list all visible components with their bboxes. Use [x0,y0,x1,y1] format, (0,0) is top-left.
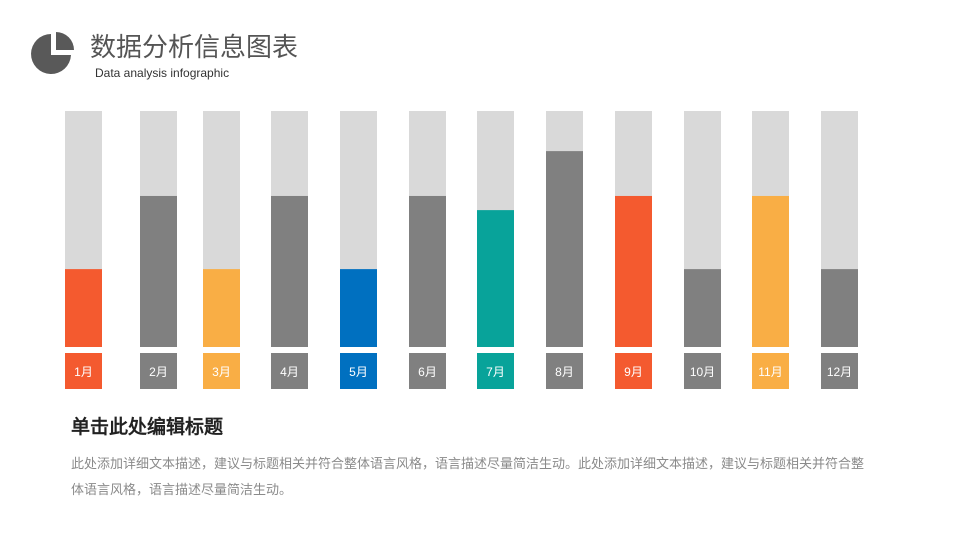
page-title: 数据分析信息图表 [90,33,299,63]
month-label-box [140,353,177,389]
month-label-box [752,353,789,389]
bar [65,269,102,347]
monthly-bar-chart: 1月 2月 3月 4月 5月 6月 7月 8月 9月 10月 11月 12月 [65,111,858,389]
month-label-box [203,353,240,389]
bar [821,269,858,347]
bar [477,210,514,347]
month-label: 7月 [486,365,505,379]
bar [140,195,177,347]
bar [752,195,789,347]
month-label: 12月 [827,365,852,379]
month-label: 4月 [280,365,299,379]
month-label: 11月 [758,365,782,379]
month-label-box [477,353,514,389]
month-label: 3月 [212,365,231,379]
month-label: 1月 [74,365,93,379]
month-label: 8月 [555,365,574,379]
bar [615,195,652,347]
month-label: 2月 [149,365,168,379]
month-label-box [821,353,858,389]
month-label-box [615,353,652,389]
pie-chart-icon [31,32,74,74]
bar [340,269,377,347]
month-label: 5月 [349,365,368,379]
month-label-box [409,353,446,389]
bar [203,269,240,347]
section-heading: 单击此处编辑标题 [71,416,224,438]
month-label-box [684,353,721,389]
page-subtitle: Data analysis infographic [95,66,230,80]
section-description: 此处添加详细文本描述，建议与标题相关并符合整体语言风格，语言描述尽量简洁生动。此… [71,457,865,498]
month-label: 10月 [690,365,715,379]
month-label: 6月 [418,365,437,379]
bar [684,269,721,347]
bar [546,151,583,347]
bar [409,195,446,347]
month-label-box [65,353,102,389]
month-label-box [271,353,308,389]
month-label: 9月 [624,365,643,379]
month-label-box [546,353,583,389]
bar [271,195,308,347]
month-label-box [340,353,377,389]
